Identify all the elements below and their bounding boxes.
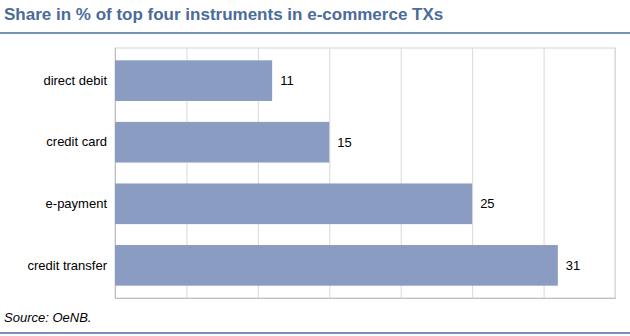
category-label: credit card [46, 134, 107, 149]
data-label: 11 [280, 73, 294, 88]
bar [115, 122, 329, 163]
plot: direct debit credit card e-payment credit t… [28, 48, 616, 299]
chart: Share in % of top four instruments in e-… [0, 0, 630, 336]
y-tick: credit transfer [28, 258, 115, 273]
x-axis-line [116, 48, 616, 299]
category-label: direct debit [43, 73, 107, 88]
bar [115, 183, 472, 224]
data-label: 31 [566, 258, 580, 273]
bars [115, 60, 558, 285]
x-tick [615, 48, 616, 298]
x-axis [116, 48, 616, 299]
title-rule [0, 32, 630, 34]
y-tick: direct debit [43, 73, 115, 88]
bottom-rule [0, 332, 630, 334]
bar [115, 60, 272, 101]
category-label: credit transfer [28, 258, 108, 273]
plot-frame [115, 48, 615, 298]
y-tick: credit card [46, 134, 115, 149]
data-labels: 11 15 25 31 [280, 73, 580, 273]
data-label: 15 [337, 135, 351, 150]
data-label: 25 [480, 196, 494, 211]
bar [115, 245, 558, 286]
title: Share in % of top four instruments in e-… [4, 5, 443, 24]
category-label: e-payment [46, 196, 108, 211]
y-axis: direct debit credit card e-payment credit t… [28, 49, 116, 299]
y-tick: e-payment [46, 196, 115, 211]
grid-line [615, 48, 616, 298]
source: Source: OeNB. [4, 310, 91, 325]
